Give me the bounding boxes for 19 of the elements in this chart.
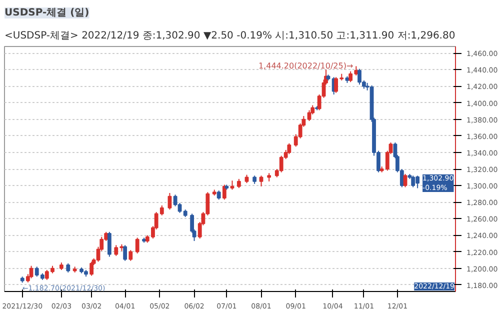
candlestick (128, 250, 133, 262)
candlestick (123, 244, 128, 262)
candlestick (403, 173, 408, 188)
candlestick (66, 262, 70, 273)
chart-title: USDSP-체결 (일) (4, 8, 90, 18)
candlestick (259, 175, 264, 187)
candlestick (90, 261, 94, 276)
candlestick (411, 175, 416, 188)
candlestick (307, 110, 312, 122)
candlestick (114, 244, 118, 256)
candlestick (135, 237, 140, 254)
candlestick (168, 192, 172, 210)
candlestick (287, 142, 292, 155)
annotation: 1,444.20(2022/10/25)→ (258, 62, 354, 71)
candlestick (107, 231, 112, 258)
candlestick (216, 190, 221, 200)
candlestick (230, 180, 234, 190)
candlestick (236, 178, 241, 189)
chart-subtitle: <USDSP-체결> 2022/12/19 종:1,302.90 ▼2.50 -0.19% 시:1,310.50 고:1,311.90 저:1,296.80 (4, 30, 456, 42)
